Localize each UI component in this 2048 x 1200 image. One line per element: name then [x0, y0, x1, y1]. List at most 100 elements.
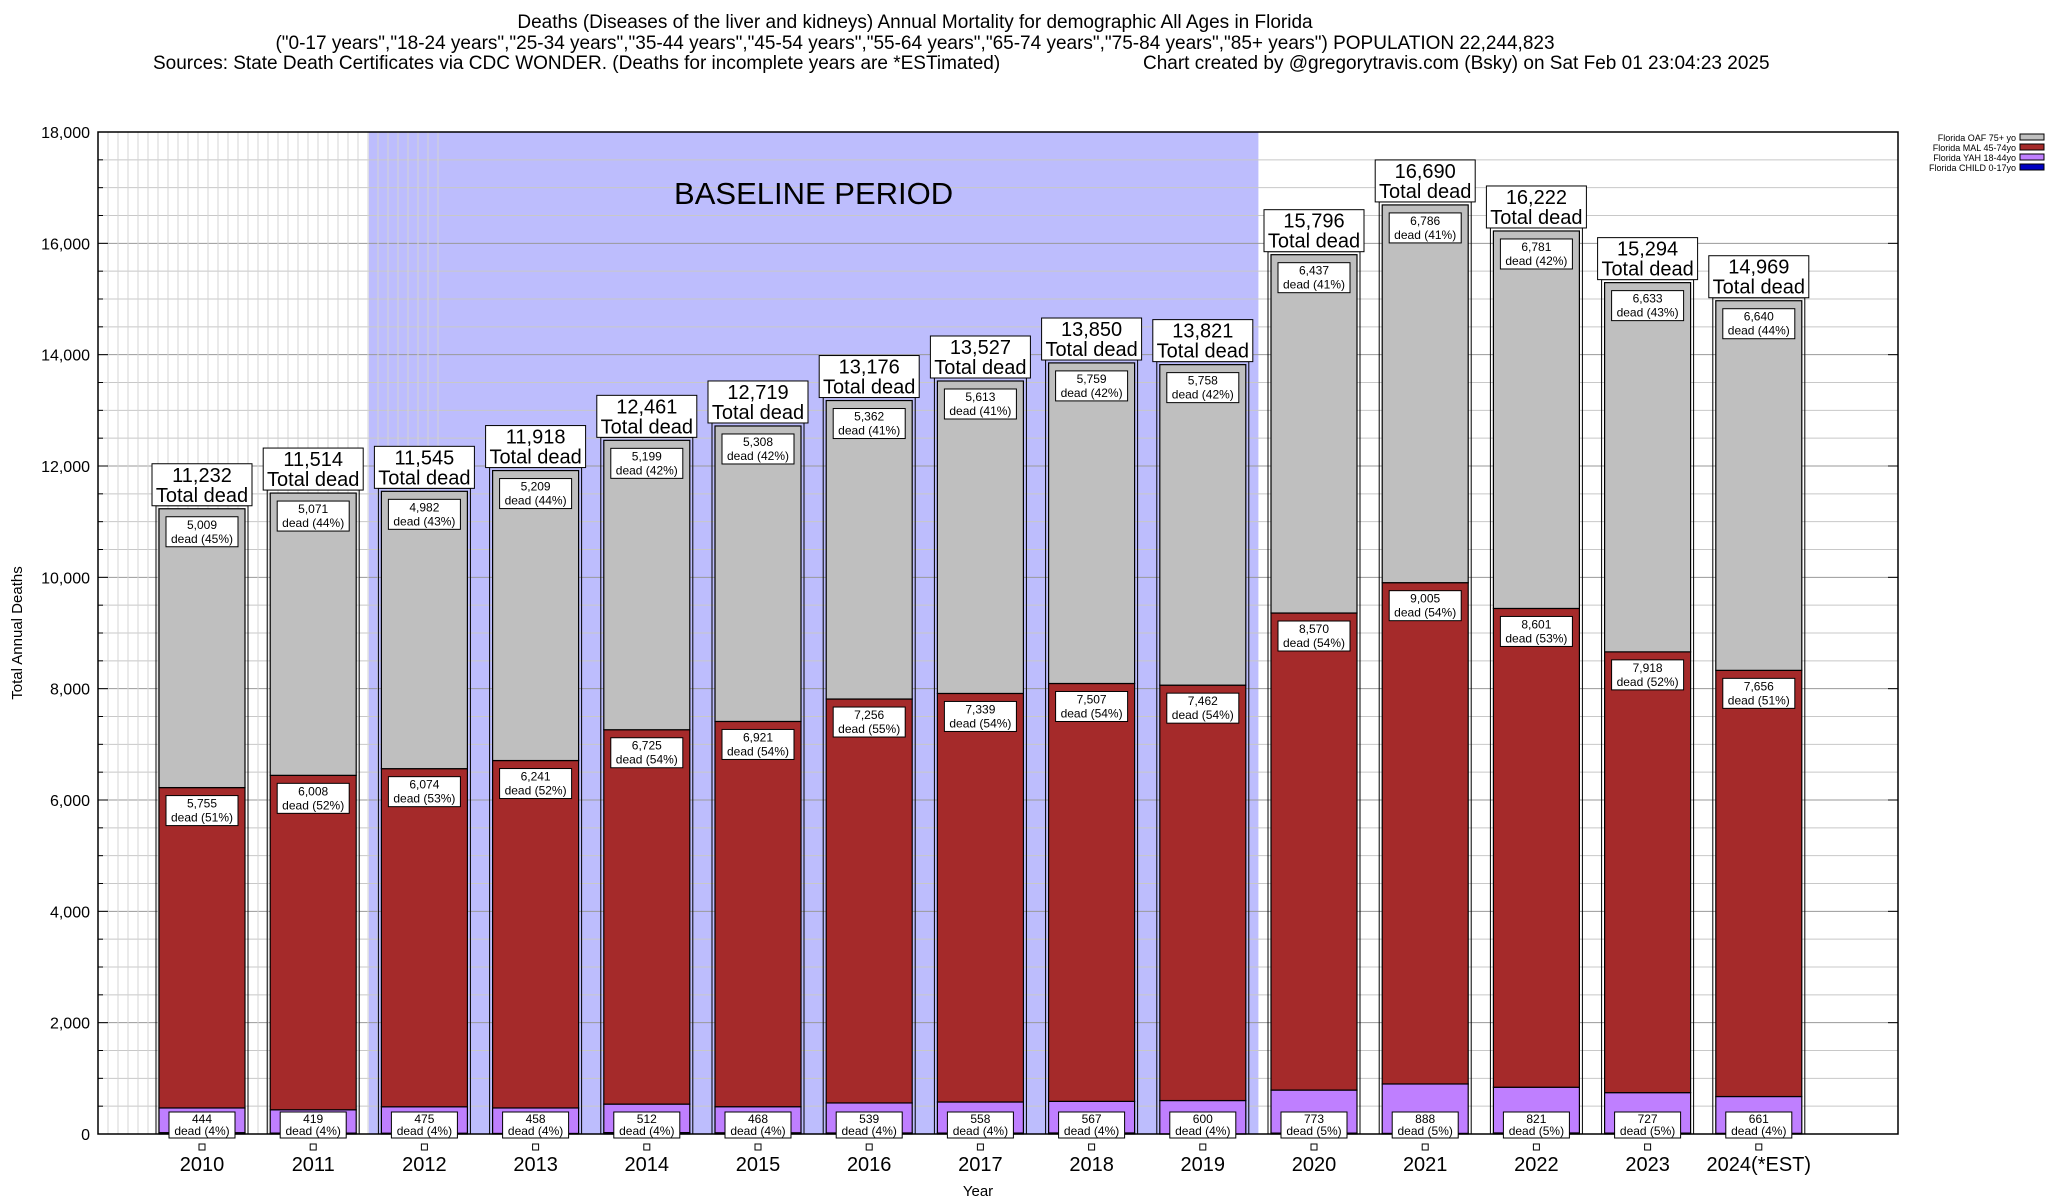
legend-label: Florida OAF 75+ yo: [1938, 133, 2016, 143]
segment-pct-label-yah: dead (4%): [286, 1124, 341, 1138]
label-box: [943, 388, 1017, 420]
segment-pct-label-mal: dead (54%): [1283, 636, 1345, 650]
total-value-label: 14,969: [1728, 257, 1789, 279]
bar-segment-oaf: [158, 508, 246, 789]
label-box: [485, 425, 587, 469]
segment-value-label-oaf: 6,786: [1410, 214, 1440, 228]
segment-value-label-mal: 7,256: [854, 708, 884, 722]
segment-pct-label-oaf: dead (41%): [1394, 228, 1456, 242]
total-value-label: 15,796: [1283, 211, 1344, 233]
segment-value-label-yah: 475: [414, 1112, 434, 1126]
child-marker: [976, 1143, 984, 1151]
segment-value-label-oaf: 5,009: [187, 518, 217, 532]
segment-value-label-mal: 8,570: [1299, 622, 1329, 636]
label-box: [1055, 370, 1129, 402]
bar-segment-mal: [380, 768, 468, 1108]
total-value-label: 11,918: [506, 427, 566, 449]
segment-pct-label-oaf: dead (42%): [1505, 254, 1567, 268]
label-box: [946, 1111, 1014, 1139]
chart-title-line-2: ("0-17 years","18-24 years","25-34 years…: [275, 33, 1555, 54]
total-suffix-label: Total dead: [1379, 181, 1471, 203]
bar-segment-oaf: [492, 469, 580, 762]
y-tick-label: 6,000: [50, 793, 90, 810]
legend-swatch: [2019, 133, 2045, 141]
segment-pct-label-oaf: dead (43%): [1617, 306, 1679, 320]
label-box: [596, 394, 698, 438]
label-box: [499, 478, 573, 510]
label-box: [1152, 319, 1254, 363]
segment-value-label-yah: 539: [859, 1112, 879, 1126]
label-box: [168, 1111, 236, 1139]
bar-segment-oaf: [269, 492, 357, 776]
total-value-label: 13,821: [1172, 321, 1233, 343]
label-box: [165, 795, 239, 827]
segment-pct-label-mal: dead (54%): [1061, 706, 1123, 720]
segment-value-label-oaf: 5,199: [632, 449, 662, 463]
y-tick-label: 0: [81, 1127, 90, 1144]
label-box: [279, 1111, 347, 1139]
bar-segment-oaf: [1381, 204, 1469, 584]
label-box: [151, 463, 253, 507]
total-suffix-label: Total dead: [267, 469, 359, 491]
segment-value-label-oaf: 5,209: [521, 480, 551, 494]
segment-pct-label-yah: dead (5%): [1286, 1124, 1341, 1138]
x-tick-label: 2023: [1625, 1154, 1670, 1176]
x-tick-label: 2013: [513, 1154, 558, 1176]
segment-value-label-yah: 444: [192, 1112, 212, 1126]
segment-value-label-mal: 6,921: [743, 730, 773, 744]
bar-segment-mal: [714, 720, 802, 1108]
x-tick-label: 2019: [1181, 1154, 1226, 1176]
segment-pct-label-oaf: dead (44%): [282, 516, 344, 530]
bar-segment-mal: [936, 692, 1025, 1103]
label-box: [1499, 238, 1573, 270]
label-box: [1374, 159, 1476, 203]
x-tick-label: 2021: [1403, 1154, 1448, 1176]
segment-value-label-oaf: 5,613: [965, 390, 995, 404]
segment-pct-label-mal: dead (54%): [1172, 708, 1234, 722]
label-box: [943, 700, 1017, 732]
label-box: [1725, 1111, 1793, 1139]
total-value-label: 11,545: [395, 447, 455, 469]
segment-pct-label-oaf: dead (42%): [1061, 386, 1123, 400]
bar-segment-mal: [492, 759, 580, 1109]
y-axis-label: Total Annual Deaths: [9, 566, 26, 699]
y-tick-label: 16,000: [41, 236, 90, 253]
segment-value-label-mal: 6,241: [521, 770, 551, 784]
label-box: [721, 728, 795, 760]
total-suffix-label: Total dead: [934, 357, 1026, 379]
total-suffix-label: Total dead: [1157, 341, 1249, 363]
label-box: [1055, 690, 1129, 722]
segment-pct-label-oaf: dead (42%): [1172, 388, 1234, 402]
segment-value-label-oaf: 5,758: [1188, 374, 1218, 388]
label-box: [724, 1111, 792, 1139]
segment-value-label-yah: 468: [748, 1112, 768, 1126]
bar-segment-mal: [1047, 682, 1136, 1102]
segment-value-label-oaf: 5,362: [854, 410, 884, 424]
segment-pct-label-mal: dead (53%): [393, 792, 455, 806]
segment-value-label-oaf: 6,437: [1299, 264, 1329, 278]
segment-pct-label-yah: dead (4%): [508, 1124, 563, 1138]
label-box: [1263, 209, 1365, 253]
segment-value-label-mal: 7,462: [1188, 694, 1218, 708]
bar-segment-mal: [1715, 669, 1803, 1098]
total-value-label: 16,690: [1395, 161, 1456, 183]
total-suffix-label: Total dead: [601, 416, 693, 438]
total-value-label: 15,294: [1617, 239, 1678, 261]
y-tick-label: 10,000: [41, 570, 90, 587]
segment-value-label-mal: 6,008: [298, 784, 328, 798]
label-box: [387, 776, 461, 808]
legend-label: Florida YAH 18-44yo: [1933, 153, 2016, 163]
baseline-period-label: BASELINE PERIOD: [674, 176, 953, 211]
y-tick-label: 4,000: [50, 904, 90, 921]
y-tick-label: 8,000: [50, 682, 90, 699]
segment-value-label-yah: 567: [1082, 1112, 1102, 1126]
child-marker: [1199, 1143, 1207, 1151]
total-value-label: 16,222: [1506, 187, 1567, 209]
total-suffix-label: Total dead: [489, 447, 581, 469]
child-marker: [1421, 1143, 1429, 1151]
label-box: [276, 500, 350, 532]
x-tick-label: 2014: [625, 1154, 670, 1176]
bar-segment-oaf: [1159, 364, 1247, 686]
label-box: [387, 498, 461, 530]
